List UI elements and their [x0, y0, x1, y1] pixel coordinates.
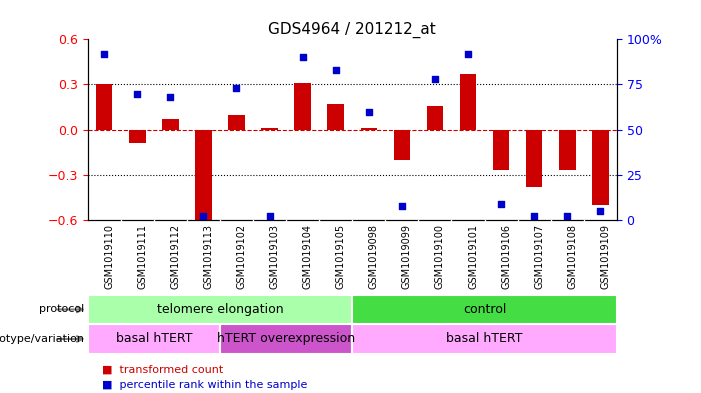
Text: GSM1019107: GSM1019107	[534, 224, 544, 289]
Point	[529, 213, 540, 220]
Point	[264, 213, 275, 220]
Text: GSM1019109: GSM1019109	[600, 224, 611, 289]
Bar	[526, 130, 543, 187]
Bar	[460, 74, 476, 130]
Text: GSM1019104: GSM1019104	[303, 224, 313, 289]
Text: GSM1019110: GSM1019110	[104, 224, 114, 289]
Text: GSM1019106: GSM1019106	[501, 224, 511, 289]
Point	[198, 213, 209, 220]
Bar	[493, 130, 510, 171]
Text: basal hTERT: basal hTERT	[447, 332, 523, 345]
Bar	[229, 115, 245, 130]
Bar	[427, 106, 443, 130]
Bar	[261, 128, 278, 130]
Point	[231, 85, 242, 91]
Bar	[88, 295, 353, 324]
Point	[396, 202, 407, 209]
Point	[165, 94, 176, 100]
Bar	[294, 83, 311, 130]
Text: GSM1019101: GSM1019101	[468, 224, 478, 289]
Point	[297, 54, 308, 61]
Text: ■  transformed count: ■ transformed count	[102, 364, 223, 375]
Bar	[220, 324, 353, 354]
Text: GSM1019111: GSM1019111	[137, 224, 147, 289]
Bar	[88, 324, 220, 354]
Title: GDS4964 / 201212_at: GDS4964 / 201212_at	[268, 22, 436, 38]
Text: GSM1019108: GSM1019108	[567, 224, 577, 289]
Point	[562, 213, 573, 220]
Text: GSM1019113: GSM1019113	[203, 224, 213, 289]
Text: GSM1019103: GSM1019103	[270, 224, 280, 289]
Bar	[129, 130, 146, 143]
Point	[99, 51, 110, 57]
Text: protocol: protocol	[39, 305, 84, 314]
Text: basal hTERT: basal hTERT	[116, 332, 192, 345]
Bar	[360, 128, 377, 130]
Text: GSM1019112: GSM1019112	[170, 224, 180, 289]
Point	[429, 76, 440, 82]
Text: ■  percentile rank within the sample: ■ percentile rank within the sample	[102, 380, 307, 390]
Point	[496, 201, 507, 207]
Bar	[327, 104, 344, 130]
Text: telomere elongation: telomere elongation	[156, 303, 283, 316]
Bar	[353, 295, 617, 324]
Point	[363, 108, 374, 115]
Point	[132, 90, 143, 97]
Text: GSM1019100: GSM1019100	[435, 224, 445, 289]
Bar	[353, 324, 617, 354]
Point	[463, 51, 474, 57]
Bar	[393, 130, 410, 160]
Text: GSM1019105: GSM1019105	[336, 224, 346, 289]
Text: hTERT overexpression: hTERT overexpression	[217, 332, 355, 345]
Text: control: control	[463, 303, 506, 316]
Text: GSM1019099: GSM1019099	[402, 224, 412, 289]
Text: GSM1019098: GSM1019098	[369, 224, 379, 289]
Bar	[559, 130, 576, 171]
Point	[594, 208, 606, 214]
Bar	[96, 84, 112, 130]
Text: genotype/variation: genotype/variation	[0, 334, 84, 344]
Bar	[162, 119, 179, 130]
Bar	[592, 130, 608, 205]
Bar	[195, 130, 212, 223]
Text: GSM1019102: GSM1019102	[236, 224, 247, 289]
Point	[330, 67, 341, 73]
